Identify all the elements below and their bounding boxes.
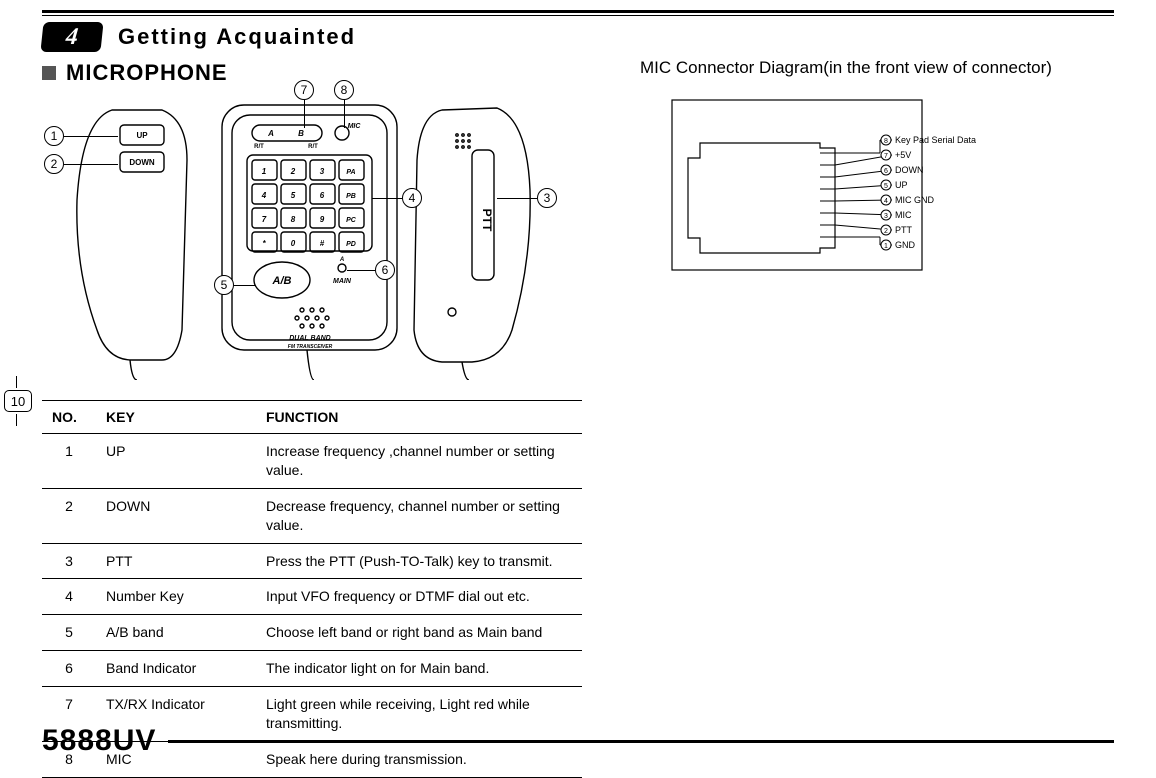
chapter-title: Getting Acquainted: [118, 24, 356, 50]
mic-down-label: DOWN: [129, 158, 155, 167]
svg-text:PC: PC: [346, 217, 357, 224]
table-row: 1 UP Increase frequency ,channel number …: [42, 434, 582, 489]
mic-rt1: R/T: [254, 144, 264, 150]
callout-5: 5: [214, 275, 234, 295]
svg-text:7: 7: [884, 153, 888, 160]
pin-6-label: DOWN: [895, 165, 924, 175]
svg-text:6: 6: [320, 191, 325, 200]
th-key: KEY: [96, 401, 256, 434]
mic-dual-band: DUAL BAND: [289, 335, 330, 342]
svg-text:2: 2: [290, 167, 296, 176]
svg-text:4: 4: [261, 191, 267, 200]
table-row: 6 Band Indicator The indicator light on …: [42, 651, 582, 687]
table-row: 4 Number Key Input VFO frequency or DTMF…: [42, 579, 582, 615]
mic-mic-label: MIC: [348, 123, 362, 130]
svg-text:9: 9: [320, 215, 325, 224]
pin-5-label: UP: [895, 180, 908, 190]
svg-text:PA: PA: [346, 169, 355, 176]
pin-7-label: +5V: [895, 150, 911, 160]
microphone-key-table: NO. KEY FUNCTION 1 UP Increase frequency…: [42, 400, 582, 778]
chapter-header: 4 Getting Acquainted: [42, 22, 356, 52]
table-row: 5 A/B band Choose left band or right ban…: [42, 615, 582, 651]
svg-text:1: 1: [262, 167, 267, 176]
svg-text:8: 8: [291, 215, 296, 224]
callout-2: 2: [44, 154, 64, 174]
callout-7: 7: [294, 80, 314, 100]
th-func: FUNCTION: [256, 401, 582, 434]
svg-text:#: #: [320, 239, 325, 248]
mic-ab-button-label: A/B: [272, 275, 292, 287]
th-no: NO.: [42, 401, 96, 434]
mic-rt2: R/T: [308, 144, 318, 150]
svg-text:2: 2: [884, 228, 888, 235]
callout-6: 6: [375, 260, 395, 280]
svg-text:1: 1: [884, 243, 888, 250]
table-row: 3 PTT Press the PTT (Push-TO-Talk) key t…: [42, 543, 582, 579]
mic-main-label: MAIN: [333, 278, 352, 285]
pin-3-label: MIC: [895, 210, 912, 220]
microphone-diagram: UP DOWN A B R/T R/T MIC 123PA 456PB 789P…: [42, 80, 562, 380]
svg-text:7: 7: [262, 215, 267, 224]
svg-text:5: 5: [291, 191, 296, 200]
svg-text:3: 3: [884, 213, 888, 220]
callout-1: 1: [44, 126, 64, 146]
header-rules: [42, 10, 1114, 16]
svg-text:*: *: [262, 239, 266, 248]
svg-text:6: 6: [884, 168, 888, 175]
pin-2-label: PTT: [895, 225, 913, 235]
mic-a-label: A: [267, 129, 274, 138]
callout-4: 4: [402, 188, 422, 208]
svg-text:PD: PD: [346, 241, 356, 248]
mic-b-label: B: [298, 129, 304, 138]
chapter-number-tab: 4: [40, 22, 103, 52]
callout-8: 8: [334, 80, 354, 100]
callout-3: 3: [537, 188, 557, 208]
model-number: 5888UV: [42, 724, 156, 758]
svg-text:PB: PB: [346, 193, 356, 200]
svg-text:4: 4: [884, 198, 888, 205]
table-row: 2 DOWN Decrease frequency, channel numbe…: [42, 488, 582, 543]
pin-8-label: Key Pad Serial Data: [895, 135, 976, 145]
connector-title: MIC Connector Diagram(in the front view …: [640, 58, 1110, 78]
svg-text:3: 3: [320, 167, 325, 176]
svg-text:0: 0: [291, 239, 296, 248]
mic-ptt-label: PTT: [480, 209, 494, 232]
svg-text:5: 5: [884, 183, 888, 190]
mic-up-label: UP: [136, 131, 148, 140]
svg-text:8: 8: [884, 138, 888, 145]
pin-1-label: GND: [895, 240, 916, 250]
footer-rule: [168, 740, 1114, 743]
page-number-tab: 10: [4, 390, 32, 412]
microphone-line-art: UP DOWN A B R/T R/T MIC 123PA 456PB 789P…: [42, 80, 562, 380]
connector-diagram: 8 Key Pad Serial Data 7 +5V 6 DOWN 5 UP: [670, 98, 1110, 308]
pin-4-label: MIC GND: [895, 195, 934, 205]
footer: 5888UV: [42, 724, 1114, 758]
mic-fm: FM TRANSCEIVER: [288, 344, 333, 350]
mic-a-indicator: A: [339, 257, 344, 263]
